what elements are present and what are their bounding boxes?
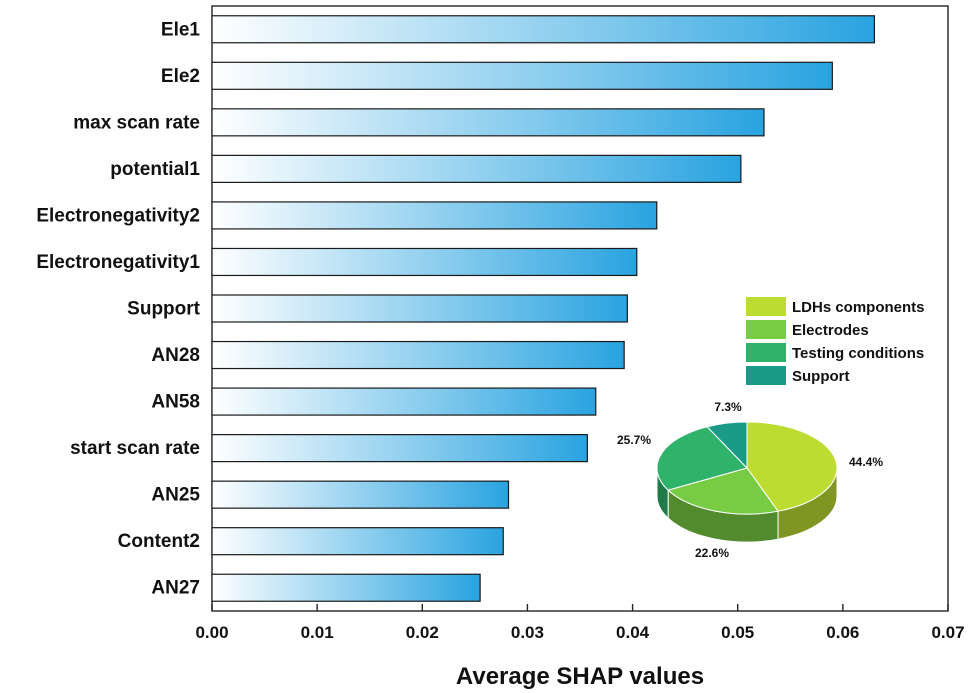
- category-label: AN27: [151, 578, 200, 599]
- x-tick-label: 0.00: [195, 623, 228, 642]
- x-tick-label: 0.01: [301, 623, 334, 642]
- bar: [211, 201, 658, 230]
- bar-series: Ele1 Ele2 max scan rate potential1 Electrone…: [36, 15, 876, 602]
- bar: [211, 294, 628, 323]
- pie-legend: LDHs components Electrodes Testing conditi…: [746, 297, 925, 385]
- x-tick-label: 0.05: [721, 623, 754, 642]
- bar: [211, 434, 588, 463]
- bar: [211, 573, 481, 602]
- x-axis-title: Average SHAP values: [456, 663, 704, 690]
- pie-slice: [746, 421, 838, 512]
- category-label: Ele2: [161, 66, 200, 87]
- category-label: Support: [127, 299, 200, 320]
- pie-slice: [667, 467, 779, 515]
- bar: [211, 387, 597, 416]
- legend-swatch: [746, 366, 786, 385]
- category-label: start scan rate: [70, 438, 200, 459]
- x-tick-label: 0.02: [406, 623, 439, 642]
- pie-slice-value-label: 25.7%: [617, 433, 651, 447]
- category-label: Content2: [118, 531, 200, 552]
- legend-label: LDHs components: [792, 299, 925, 316]
- category-label: Electronegativity2: [36, 205, 200, 226]
- pie-slice-value-label: 44.4%: [849, 455, 883, 469]
- x-tick-label: 0.06: [826, 623, 859, 642]
- legend-swatch: [746, 297, 786, 316]
- pie-slice-value-label: 22.6%: [695, 546, 729, 560]
- x-tick-label: 0.07: [931, 623, 964, 642]
- bar: [211, 527, 504, 556]
- bar: [211, 247, 638, 277]
- bar: [211, 154, 742, 183]
- legend-swatch: [746, 320, 786, 339]
- category-label: potential1: [110, 159, 200, 180]
- pie-slice: [656, 426, 748, 491]
- category-label: AN58: [151, 392, 200, 413]
- bar: [211, 61, 833, 90]
- axes: 0.00 0.01 0.02 0.03 0.04 0.05 0.06 0.07 Average …: [195, 604, 965, 690]
- bar: [211, 480, 510, 509]
- category-label: AN25: [151, 485, 200, 506]
- category-label: max scan rate: [73, 112, 200, 133]
- pie-slice: [706, 421, 748, 470]
- inset-pie-chart: 44.4% 22.6% 25.7% 7.3%: [617, 400, 883, 560]
- category-label: AN28: [151, 345, 200, 366]
- bar: [211, 108, 765, 137]
- category-label: Electronegativity1: [36, 252, 200, 273]
- legend-swatch: [746, 343, 786, 362]
- legend-label: Electrodes: [792, 322, 869, 339]
- category-label: Ele1: [161, 19, 201, 40]
- bar: [211, 15, 876, 44]
- x-tick-label: 0.04: [616, 623, 650, 642]
- bar: [211, 340, 625, 370]
- legend-label: Testing conditions: [792, 345, 924, 362]
- legend-label: Support: [792, 368, 850, 385]
- pie-slice-value-label: 7.3%: [714, 400, 742, 414]
- x-tick-label: 0.03: [511, 623, 544, 642]
